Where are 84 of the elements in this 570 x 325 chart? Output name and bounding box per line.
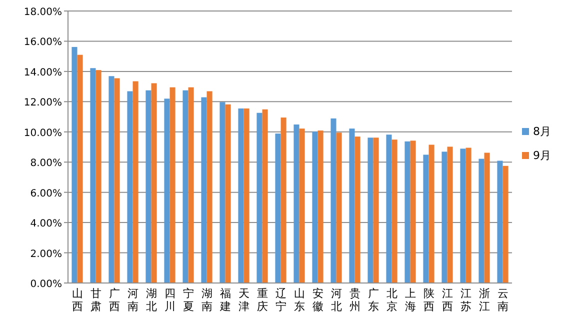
y-tick-label: 4.00% — [30, 218, 62, 230]
bar — [164, 98, 170, 283]
x-tick-label: 陕西 — [423, 287, 434, 313]
x-tick-label: 福建 — [218, 287, 231, 313]
bar — [294, 124, 300, 283]
bar — [312, 132, 318, 283]
x-tick-label: 云南 — [497, 287, 508, 313]
y-tick-label: 2.00% — [30, 248, 62, 260]
bar — [256, 112, 262, 283]
bar — [280, 118, 286, 283]
x-tick-label: 广东 — [368, 287, 379, 313]
bar — [201, 97, 207, 283]
x-tick-label: 江西 — [442, 287, 453, 313]
x-tick-label: 安徽 — [312, 287, 324, 313]
bar — [404, 141, 410, 283]
x-tick-label: 宁夏 — [182, 287, 194, 313]
bar — [354, 136, 360, 283]
x-tick-label: 重庆 — [256, 287, 268, 313]
bar — [410, 140, 416, 283]
bar — [373, 138, 379, 283]
bar — [428, 144, 434, 283]
bar — [90, 68, 96, 283]
bar — [151, 83, 157, 283]
bar — [206, 91, 212, 283]
bar — [77, 54, 83, 283]
x-tick-label: 上海 — [404, 287, 416, 313]
bar — [262, 109, 268, 283]
bar — [238, 108, 244, 283]
y-tick-label: 8.00% — [30, 158, 62, 170]
x-tick-label: 湖南 — [201, 287, 212, 313]
x-tick-label: 甘肃 — [90, 287, 102, 313]
x-tick-label: 湖北 — [146, 287, 157, 313]
bar — [442, 152, 448, 283]
y-tick-label: 18.00% — [24, 7, 62, 18]
bar — [336, 132, 342, 283]
bar — [96, 70, 102, 283]
bar — [72, 46, 78, 283]
bar — [349, 128, 355, 283]
x-tick-label: 天津 — [238, 287, 250, 313]
bar — [447, 146, 453, 283]
y-tick-label: 0.00% — [30, 279, 62, 290]
x-tick-label: 山东 — [294, 287, 305, 313]
x-tick-label: 北京 — [386, 287, 398, 313]
bar — [497, 160, 503, 283]
bar — [170, 87, 176, 283]
x-tick-label: 四川 — [164, 287, 176, 313]
bar — [132, 81, 138, 283]
bar — [460, 148, 466, 283]
bar — [275, 134, 281, 283]
x-tick-label: 河北 — [330, 287, 342, 313]
bar — [330, 118, 336, 283]
x-tick-label: 江苏 — [460, 287, 472, 313]
legend-label: 9月 — [533, 149, 551, 162]
bar — [386, 134, 392, 283]
bar — [182, 90, 188, 283]
bar — [114, 78, 120, 283]
y-tick-label: 12.00% — [24, 98, 62, 109]
x-tick-label: 浙江 — [478, 287, 490, 313]
y-tick-label: 6.00% — [30, 188, 62, 200]
bar — [423, 154, 429, 283]
legend-label: 8月 — [533, 125, 551, 138]
bar — [127, 91, 133, 283]
x-tick-label: 河南 — [127, 287, 138, 313]
bar — [478, 158, 484, 283]
bar — [188, 87, 194, 283]
bar — [484, 152, 490, 283]
bar — [368, 138, 374, 283]
x-tick-label: 贵州 — [349, 287, 360, 313]
bar — [220, 102, 226, 283]
x-tick-label: 辽宁 — [275, 287, 286, 313]
bar — [466, 148, 472, 283]
bar — [318, 130, 324, 283]
bar — [299, 128, 305, 283]
x-tick-label: 山西 — [72, 287, 83, 313]
bar — [146, 90, 152, 283]
bar — [392, 140, 398, 283]
bar — [108, 76, 114, 283]
x-tick-label: 广西 — [108, 287, 120, 313]
y-tick-label: 14.00% — [24, 67, 62, 78]
bar — [502, 166, 508, 283]
y-tick-label: 16.00% — [24, 37, 62, 48]
bar — [225, 104, 231, 283]
bar — [244, 108, 250, 283]
y-tick-label: 10.00% — [24, 128, 62, 139]
